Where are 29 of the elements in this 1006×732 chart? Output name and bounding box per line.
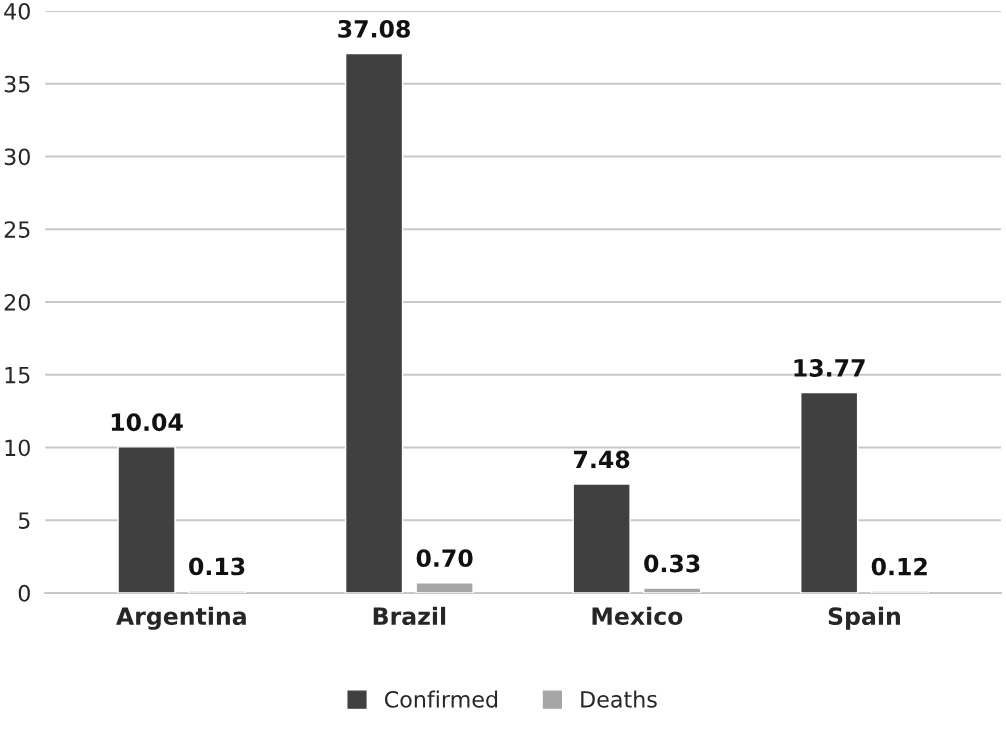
y-tick-label: 5	[18, 512, 30, 529]
data-label: 13.77	[794, 359, 865, 377]
bar	[800, 391, 859, 593]
data-label: 7.48	[574, 450, 630, 469]
y-tick-label: 10	[5, 439, 30, 457]
x-tick-label: Mexico	[592, 606, 683, 626]
y-tick-label: 0	[18, 584, 30, 602]
data-label: 10.04	[111, 413, 183, 432]
legend-label: Confirmed	[384, 690, 498, 708]
data-label: 0.33	[644, 554, 700, 573]
x-tick-label: Spain	[828, 606, 900, 630]
bar	[117, 446, 176, 593]
y-tick-label: 20	[4, 293, 30, 311]
y-tick-label: 25	[4, 221, 30, 238]
legend-label: Deaths	[581, 690, 657, 708]
y-tick-label: 30	[4, 148, 30, 166]
bar	[643, 587, 702, 593]
data-label: 0.70	[416, 549, 473, 568]
data-label: 0.13	[189, 557, 245, 576]
x-tick-label: Brazil	[373, 606, 446, 626]
data-label: 0.12	[871, 557, 927, 576]
bar	[572, 483, 631, 593]
bar	[415, 582, 474, 593]
y-tick-label: 15	[5, 366, 30, 384]
y-tick-label: 35	[4, 75, 30, 93]
data-label: 37.08	[338, 19, 410, 38]
bar	[344, 52, 404, 593]
x-tick-label: Argentina	[116, 606, 246, 630]
y-tick-label: 40	[4, 2, 30, 20]
